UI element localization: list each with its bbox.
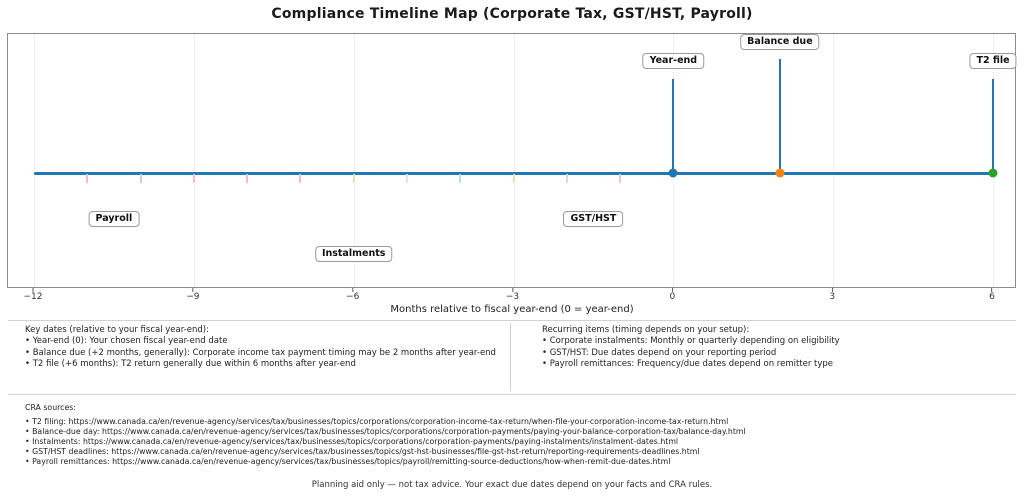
recurring-event-tick (459, 174, 462, 183)
x-tick: −9 (186, 288, 199, 302)
recurring-event-tick (565, 174, 568, 183)
cra-sources: CRA sources: • T2 filing: https://www.ca… (25, 403, 746, 467)
x-tick: 0 (669, 288, 675, 302)
key-dates-item: • Balance due (+2 months, generally): Co… (25, 347, 496, 358)
gridline (34, 34, 35, 287)
x-tick-label: −6 (346, 292, 360, 302)
x-tick-mark (192, 288, 194, 292)
recurring-item: • GST/HST: Due dates depend on your repo… (542, 347, 777, 358)
milestone-stem (778, 59, 781, 173)
key-dates-header: Key dates (relative to your fiscal year-… (25, 325, 209, 335)
gridline (833, 34, 835, 287)
x-tick-label: 6 (989, 292, 995, 302)
key-dates-items: • Year-end (0): Your chosen fiscal year-… (25, 336, 507, 370)
milestone-dot (775, 168, 785, 178)
x-axis-label: Months relative to fiscal year-end (0 = … (390, 304, 634, 315)
timeline-line (34, 171, 994, 175)
cra-sources-items: • T2 filing: https://www.canada.ca/en/re… (25, 417, 746, 467)
cra-sources-header: CRA sources: (25, 403, 76, 412)
recurring-event-tick (512, 174, 515, 183)
x-tick-mark (671, 288, 673, 292)
milestone-stem (992, 79, 995, 173)
recurring-item: • Payroll remittances: Frequency/due dat… (542, 358, 834, 369)
column-divider (510, 323, 511, 391)
timeline-chart: Year-end Balance due T2 file Payroll Instalm… (7, 33, 1017, 288)
recurring-label: Instalments (314, 246, 393, 262)
recurring-item: • Corporate instalments: Monthly or quar… (542, 336, 840, 347)
recurring-event-tick (299, 174, 302, 183)
recurring-event-tick (86, 174, 89, 183)
x-tick-label: −12 (23, 292, 43, 302)
recurring-header: Recurring items (timing depends on your … (542, 325, 750, 335)
chart-title: Compliance Timeline Map (Corporate Tax, … (271, 6, 753, 22)
recurring-items: • Corporate instalments: Monthly or quar… (542, 336, 1012, 370)
milestone-stem (672, 79, 675, 173)
x-tick-mark (991, 288, 993, 292)
x-tick-label: −9 (186, 292, 200, 302)
milestone-dot (988, 168, 998, 178)
recurring-event-tick (192, 174, 195, 183)
x-tick: 6 (989, 288, 995, 302)
recurring-event-tick (352, 174, 355, 183)
x-tick-mark (831, 288, 833, 292)
key-dates-notes: Key dates (relative to your fiscal year-… (25, 325, 507, 370)
horizontal-divider-top (8, 320, 1016, 321)
recurring-label: GST/HST (563, 211, 624, 227)
x-tick-label: −3 (505, 292, 520, 302)
horizontal-divider-bottom (8, 394, 1016, 395)
x-tick-mark (352, 288, 354, 292)
x-tick: −6 (346, 288, 359, 302)
cra-source-item: • Payroll remittances: https://www.canad… (25, 457, 671, 466)
x-tick-mark (512, 288, 514, 292)
recurring-event-tick (405, 174, 408, 183)
recurring-notes: Recurring items (timing depends on your … (542, 325, 1012, 370)
disclaimer: Planning aid only — not tax advice. Your… (311, 480, 713, 490)
recurring-label: Payroll (88, 211, 140, 227)
recurring-event-tick (619, 174, 622, 183)
x-tick: −12 (24, 288, 43, 302)
x-tick-mark (32, 288, 34, 292)
cra-source-item: • Instalments: https://www.canada.ca/en/… (25, 437, 679, 446)
recurring-event-tick (246, 174, 249, 183)
milestone-label: Year-end (642, 53, 705, 69)
x-tick: 3 (829, 288, 835, 302)
cra-source-item: • GST/HST deadlines: https://www.canada.… (25, 447, 700, 456)
x-tick-label: 0 (669, 292, 676, 302)
cra-source-item: • Balance-due day: https://www.canada.ca… (25, 427, 746, 436)
gridline (193, 34, 195, 287)
x-tick: −3 (506, 288, 519, 302)
key-dates-item: • Year-end (0): Your chosen fiscal year-… (25, 336, 228, 347)
milestone-dot (668, 168, 678, 178)
gridline (353, 34, 355, 287)
recurring-event-tick (139, 174, 142, 183)
gridline (513, 34, 515, 287)
milestone-label: Balance due (740, 34, 820, 50)
x-axis-ticks: −12 −9 −6 −3 0 3 6 (0, 288, 1024, 306)
x-tick-label: 3 (829, 292, 836, 302)
milestone-label: T2 file (969, 53, 1017, 69)
key-dates-item: • T2 file (+6 months): T2 return general… (25, 358, 356, 369)
cra-source-item: • T2 filing: https://www.canada.ca/en/re… (25, 417, 729, 426)
